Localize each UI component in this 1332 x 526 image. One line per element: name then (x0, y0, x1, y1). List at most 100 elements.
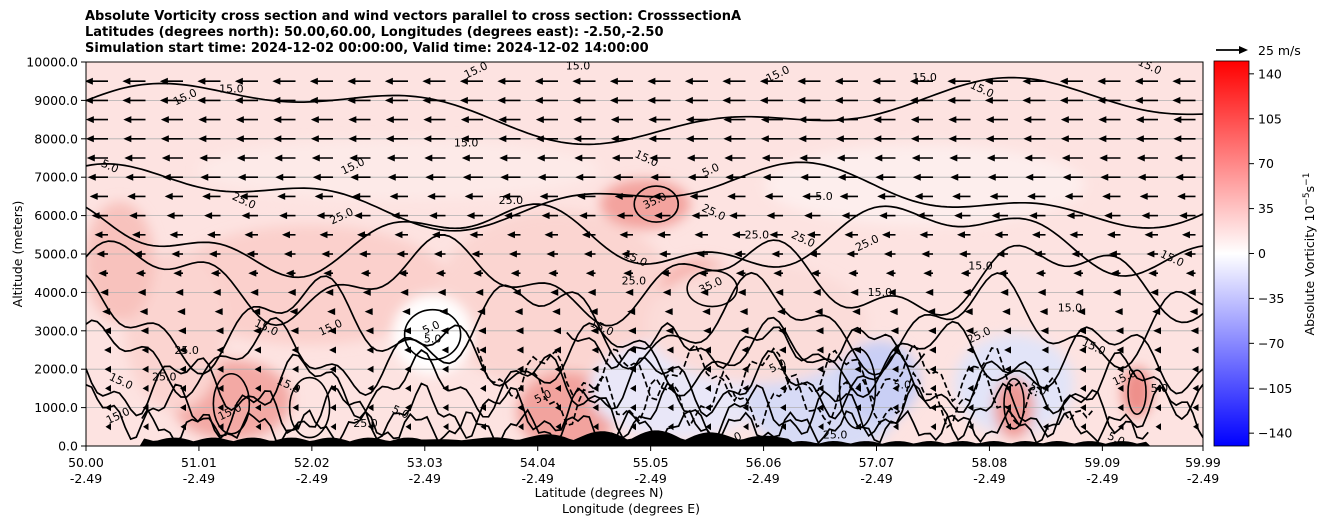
wind-vector-head (854, 346, 861, 354)
wind-vector-head (1042, 384, 1049, 392)
wind-vector-head (275, 173, 284, 181)
wind-vector-head (423, 116, 432, 124)
wind-vector-head (1069, 231, 1078, 239)
wind-vector-head (911, 154, 920, 162)
wind-vector-head (1100, 173, 1109, 181)
wind-vector-head (769, 231, 778, 239)
wind-vector-head (135, 269, 144, 277)
quiver-key: 25 m/s (1216, 43, 1301, 58)
wind-vector-head (775, 288, 784, 296)
wind-vector-head (517, 384, 524, 392)
contour-label: 15.0 (219, 83, 244, 96)
wind-vector-head (554, 365, 561, 373)
wind-vector-head (534, 77, 543, 85)
wind-vector-head (235, 116, 244, 124)
wind-vector-head (175, 288, 184, 296)
wind-vector-head (1039, 308, 1048, 316)
wind-vector-head (459, 96, 468, 104)
wind-vector-head (1155, 384, 1161, 392)
wind-vector-head (178, 327, 186, 335)
wind-vector-head (508, 250, 517, 258)
wind-vector-head (779, 365, 786, 373)
wind-vector-head (200, 173, 209, 181)
closed-contour (403, 308, 462, 361)
wind-vector-head (1037, 288, 1046, 296)
wind-vector-head (1179, 212, 1188, 220)
contour-label: 15.0 (968, 259, 993, 272)
wind-vector-head (817, 365, 824, 373)
wind-vector-head (658, 250, 667, 258)
wind-vector-head (1181, 231, 1190, 239)
wind-vector-head (921, 250, 930, 258)
wind-vector-head (348, 135, 357, 143)
wind-vector-head (1078, 327, 1086, 335)
wind-vector-head (236, 154, 245, 162)
wind-vector-head (591, 346, 599, 354)
y-tick-label: 3000.0 (34, 323, 78, 338)
contour-label: 25.0 (622, 275, 647, 288)
wind-vector-head (893, 423, 899, 431)
quiver-key-label: 25 m/s (1258, 43, 1301, 58)
wind-vector-head (133, 250, 142, 258)
wind-vector-head (439, 308, 448, 316)
colorbar-tick-label: −140 (1258, 426, 1292, 441)
wind-vector-head (460, 116, 469, 124)
wind-vector-head (802, 192, 811, 200)
wind-vector-head (197, 77, 206, 85)
wind-vector-head (442, 365, 449, 373)
wind-vector-head (817, 404, 824, 412)
wind-vector-head (1023, 116, 1032, 124)
wind-vector-head (212, 288, 221, 296)
wind-vector-head (442, 404, 449, 412)
wind-vector-head (464, 192, 473, 200)
wind-vector-head (816, 346, 824, 354)
wind-vector-head (555, 423, 561, 431)
wind-vector-head (592, 384, 599, 392)
wind-vector-head (177, 308, 186, 316)
wind-vector-head (1040, 327, 1049, 335)
wind-vector-head (1172, 96, 1181, 104)
wind-vector-head (510, 269, 519, 277)
wind-vector-head (427, 192, 436, 200)
wind-vector-head (962, 288, 971, 296)
wind-vector-head (1098, 116, 1107, 124)
wind-vector-head (350, 173, 359, 181)
wind-vector-head (684, 96, 693, 104)
wind-vector-head (609, 96, 618, 104)
wind-vector-head (1059, 96, 1068, 104)
wind-vector-head (479, 365, 486, 373)
wind-vector-head (1042, 404, 1049, 412)
vorticity-contour (86, 382, 1203, 442)
wind-vector-head (89, 192, 98, 200)
x-tick-label-lon: -2.49 (183, 471, 215, 486)
colorbar-label-exponent: −5 (1302, 192, 1312, 205)
wind-vector-head (610, 116, 619, 124)
wind-vector-head (850, 288, 859, 296)
wind-vector-head (497, 96, 506, 104)
wind-vector-head (330, 384, 336, 392)
wind-vector-head (722, 96, 731, 104)
wind-vector-head (887, 288, 896, 296)
vorticity-contour (86, 76, 1203, 146)
contour-label: 25.0 (745, 229, 770, 242)
colorbar-label-unit-exponent: −1 (1302, 173, 1312, 186)
wind-vector-head (1108, 250, 1117, 258)
wind-vector-head (1134, 77, 1143, 85)
wind-vector-head (929, 346, 936, 354)
wind-vector-head (817, 384, 824, 392)
wind-vector-head (835, 135, 844, 143)
wind-vector-head (919, 231, 928, 239)
wind-vector-head (514, 308, 523, 316)
vorticity-patch (646, 263, 867, 384)
colorbar-tick-label: 105 (1258, 111, 1282, 126)
wind-vector-head (739, 308, 748, 316)
wind-vector-head (665, 327, 674, 335)
wind-vector-head (179, 346, 186, 354)
wind-vector-head (429, 212, 438, 220)
y-tick-label: 6000.0 (34, 208, 78, 223)
wind-vector-head (723, 135, 732, 143)
wind-vector-head (273, 135, 282, 143)
wind-vector-head (330, 423, 336, 431)
wind-vector-head (91, 212, 100, 220)
wind-vector-head (504, 212, 513, 220)
